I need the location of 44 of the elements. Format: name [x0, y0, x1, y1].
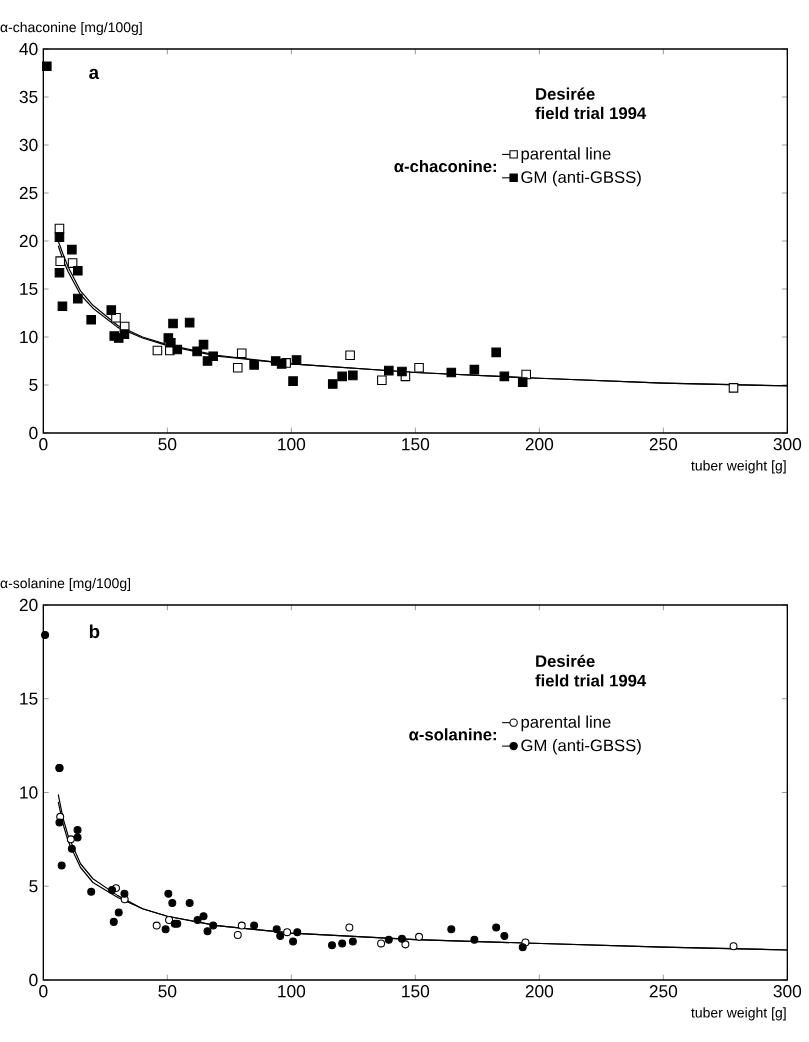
annotation: field trial 1994	[535, 674, 646, 687]
y-tick-label: 20	[19, 598, 38, 612]
annotation: field trial 1994	[535, 106, 646, 120]
x-tick-label: 50	[158, 985, 177, 998]
y-tick-label: 10	[20, 330, 38, 344]
y-axis-title: α-solanine [mg/100g]	[0, 577, 130, 591]
x-tick-label: 300	[773, 985, 801, 998]
annotation: Desirée	[536, 654, 595, 668]
x-axis-title: tuber weight [g]	[691, 1007, 786, 1021]
y-tick-label: 0	[29, 426, 38, 440]
y-tick-label: 0	[29, 973, 38, 987]
legend-title: α-chaconine:	[394, 159, 496, 173]
x-tick-label: 0	[39, 438, 48, 451]
x-axis-title: tuber weight [g]	[691, 460, 786, 474]
y-tick-label: 10	[20, 786, 38, 799]
legend-label: parental line	[521, 715, 611, 732]
x-tick-label: 150	[402, 985, 429, 998]
y-tick-label: 5	[29, 880, 38, 893]
annotation: a	[89, 68, 99, 80]
x-tick-label: 200	[525, 438, 553, 451]
annotation: Desirée	[536, 87, 595, 100]
y-tick-label: 25	[19, 186, 38, 200]
y-tick-label: 35	[19, 90, 38, 104]
y-tick-label: 40	[19, 42, 38, 56]
legend-label: parental line	[521, 147, 611, 163]
y-tick-label: 30	[19, 138, 38, 152]
x-tick-label: 50	[158, 438, 177, 451]
x-tick-label: 100	[278, 985, 305, 998]
y-tick-label: 20	[19, 234, 38, 248]
x-tick-label: 250	[649, 985, 677, 998]
legend-label: GM (anti-GBSS)	[521, 170, 641, 187]
x-tick-label: 150	[402, 438, 429, 451]
x-tick-label: 100	[278, 438, 305, 451]
annotation: b	[89, 624, 100, 639]
legend-label: GM (anti-GBSS)	[521, 739, 641, 755]
x-tick-label: 300	[773, 438, 801, 451]
legend-title: α-solanine:	[409, 728, 496, 741]
x-tick-label: 200	[525, 985, 553, 998]
y-tick-label: 5	[29, 378, 38, 392]
x-tick-label: 0	[39, 985, 48, 998]
y-tick-label: 15	[20, 692, 38, 705]
y-tick-label: 15	[20, 282, 38, 296]
y-axis-title: α-chaconine [mg/100g]	[0, 21, 142, 35]
x-tick-label: 250	[649, 438, 677, 451]
